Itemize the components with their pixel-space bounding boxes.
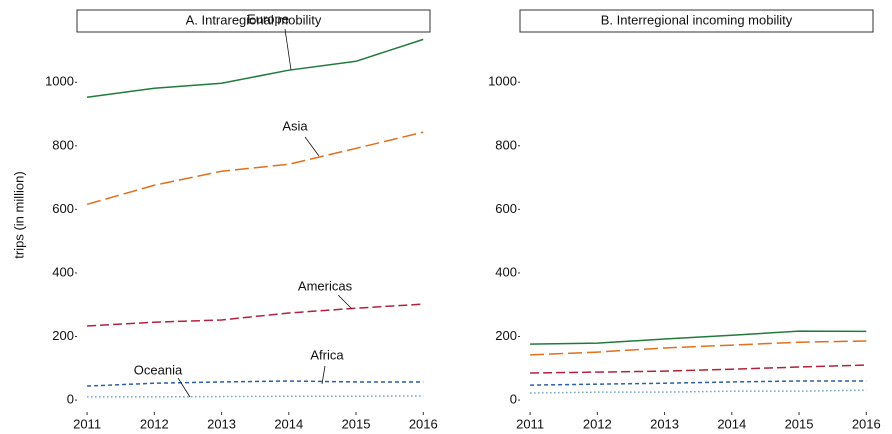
y-tick-label: 200 xyxy=(495,328,517,343)
series-label: Europe xyxy=(247,11,289,26)
x-tick-label: 2012 xyxy=(583,416,612,431)
x-tick-label: 2014 xyxy=(274,416,303,431)
y-tick-label: 0 xyxy=(67,392,74,407)
y-tick-label: 800 xyxy=(52,137,74,152)
series-label: Asia xyxy=(282,118,308,133)
y-tick-label: 200 xyxy=(52,328,74,343)
series-line xyxy=(86,131,424,206)
panel-header xyxy=(76,9,431,33)
panel-title: A. Intraregional mobility xyxy=(186,12,322,27)
y-tick-label: 600 xyxy=(52,201,74,216)
series-line xyxy=(87,380,424,387)
leader-line xyxy=(177,377,191,398)
series-line xyxy=(87,395,424,398)
panel-title: B. Interregional incoming mobility xyxy=(601,12,793,27)
x-tick-label: 2014 xyxy=(717,416,746,431)
y-tick-label: 1000 xyxy=(488,74,517,89)
y-axis-label: trips (in million) xyxy=(11,171,26,258)
series-line xyxy=(87,303,424,327)
panel-header xyxy=(519,9,874,33)
series-line xyxy=(530,380,867,386)
y-tick-label: 400 xyxy=(495,264,517,279)
y-tick-label: 400 xyxy=(52,264,74,279)
x-tick-label: 2016 xyxy=(409,416,438,431)
series-label: Oceania xyxy=(134,362,183,377)
x-tick-label: 2011 xyxy=(73,416,101,431)
x-tick-label: 2012 xyxy=(140,416,169,431)
leader-line xyxy=(304,136,320,157)
leader-line xyxy=(321,365,326,385)
x-tick-label: 2011 xyxy=(516,416,544,431)
series-label: Africa xyxy=(310,347,344,362)
x-tick-label: 2015 xyxy=(785,416,814,431)
x-tick-label: 2016 xyxy=(852,416,881,431)
series-line xyxy=(530,364,867,374)
leader-line xyxy=(284,28,292,71)
leader-line xyxy=(337,294,353,310)
x-tick-label: 2013 xyxy=(207,416,236,431)
series-line xyxy=(86,38,424,98)
series-label: Americas xyxy=(298,278,353,293)
y-tick-label: 0 xyxy=(510,392,517,407)
x-tick-label: 2015 xyxy=(342,416,371,431)
y-tick-label: 1000 xyxy=(45,74,74,89)
series-line xyxy=(530,389,867,394)
y-tick-label: 600 xyxy=(495,201,517,216)
series-line xyxy=(530,330,867,345)
y-tick-label: 800 xyxy=(495,137,517,152)
x-tick-label: 2013 xyxy=(650,416,679,431)
